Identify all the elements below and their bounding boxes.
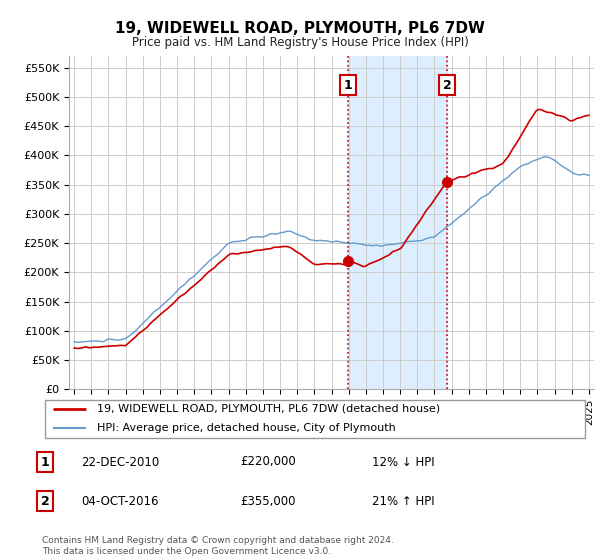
Text: 1: 1: [344, 79, 353, 92]
Text: HPI: Average price, detached house, City of Plymouth: HPI: Average price, detached house, City…: [97, 423, 395, 433]
Text: Contains HM Land Registry data © Crown copyright and database right 2024.
This d: Contains HM Land Registry data © Crown c…: [42, 536, 394, 556]
Text: £355,000: £355,000: [240, 494, 296, 508]
Text: £220,000: £220,000: [240, 455, 296, 469]
Text: 21% ↑ HPI: 21% ↑ HPI: [372, 494, 434, 508]
Text: 22-DEC-2010: 22-DEC-2010: [81, 455, 159, 469]
Bar: [348, 56, 448, 389]
Text: Price paid vs. HM Land Registry's House Price Index (HPI): Price paid vs. HM Land Registry's House …: [131, 36, 469, 49]
Text: 1: 1: [41, 455, 49, 469]
FancyBboxPatch shape: [45, 400, 585, 437]
Text: 04-OCT-2016: 04-OCT-2016: [81, 494, 158, 508]
Text: 2: 2: [41, 494, 49, 508]
Text: 19, WIDEWELL ROAD, PLYMOUTH, PL6 7DW (detached house): 19, WIDEWELL ROAD, PLYMOUTH, PL6 7DW (de…: [97, 404, 440, 414]
Text: 12% ↓ HPI: 12% ↓ HPI: [372, 455, 434, 469]
Text: 2: 2: [443, 79, 452, 92]
Text: 19, WIDEWELL ROAD, PLYMOUTH, PL6 7DW: 19, WIDEWELL ROAD, PLYMOUTH, PL6 7DW: [115, 21, 485, 36]
